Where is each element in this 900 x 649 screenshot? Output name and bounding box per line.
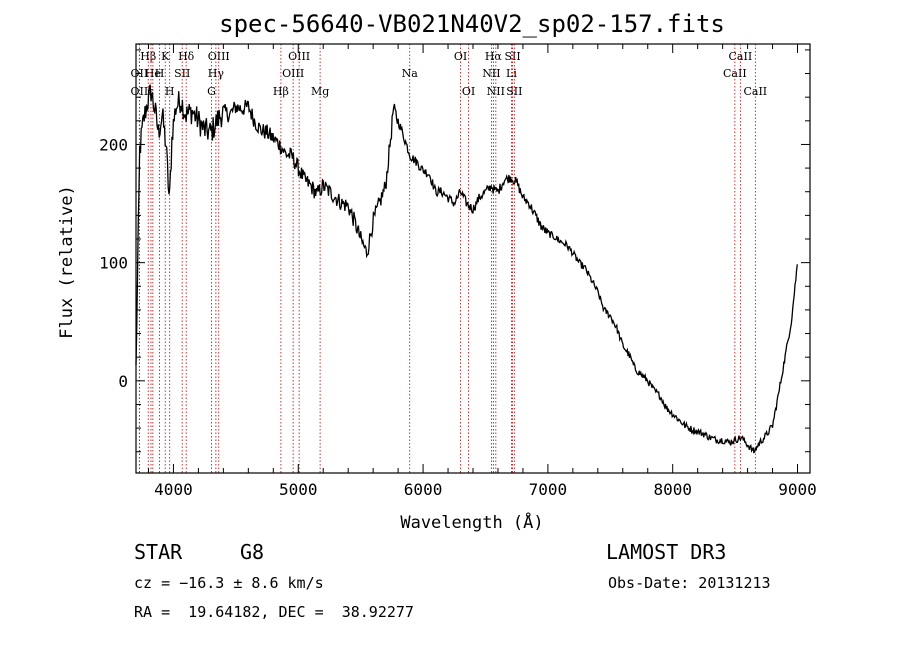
emission-line-label: Li (506, 67, 517, 80)
x-tick-label: 5000 (279, 480, 318, 499)
y-axis-label: Flux (relative) (57, 185, 77, 339)
emission-line-label: Hβ (140, 50, 156, 63)
coordinates-text: RA = 19.64182, DEC = 38.92277 (134, 603, 414, 621)
x-tick-label: 8000 (653, 480, 692, 499)
emission-line-label: OIII (208, 50, 230, 63)
survey-name: LAMOST DR3 (606, 540, 727, 564)
object-subclass: G8 (240, 540, 265, 564)
emission-line-label: CaII (729, 50, 753, 63)
emission-line-label: NII (482, 67, 500, 80)
emission-line-label: Hδ (178, 50, 195, 63)
emission-line-label: OII (131, 85, 149, 98)
emission-line-label: CaII (723, 67, 747, 80)
emission-line-label: OI (454, 50, 467, 63)
spectrum-series-line (135, 84, 798, 454)
redshift-text: cz = −16.3 ± 8.6 km/s (134, 574, 324, 592)
object-class: STAR (134, 540, 183, 564)
axis-ticks: 4000 5000 6000 7000 8000 9000 0 100 200 (99, 44, 817, 499)
y-tick-label: 100 (99, 254, 128, 273)
x-tick-label: 9000 (778, 480, 817, 499)
emission-line-label: OIII (282, 67, 304, 80)
emission-line-label: Hβ (273, 85, 289, 98)
emission-line-label: Mg (311, 85, 329, 98)
emission-line-label: OIII (288, 50, 310, 63)
y-tick-label: 0 (118, 372, 128, 391)
x-tick-label: 7000 (529, 480, 568, 499)
emission-line-label: SII (506, 85, 522, 98)
emission-line-label: H (155, 67, 165, 80)
x-tick-label: 4000 (154, 480, 193, 499)
emission-line-label: Hα (485, 50, 503, 63)
emission-line-label: H (165, 85, 175, 98)
emission-line-label: OI (462, 85, 475, 98)
y-tick-label: 200 (99, 135, 128, 154)
emission-line-label: SII (504, 50, 520, 63)
emission-line-label: G (207, 85, 216, 98)
emission-line-label: NII (487, 85, 505, 98)
emission-line-label: Hγ (208, 67, 225, 80)
emission-line-label: SII (174, 67, 190, 80)
emission-line-label: Na (402, 67, 419, 80)
x-tick-label: 6000 (404, 480, 443, 499)
chart-title: spec-56640-VB021N40V2_sp02-157.fits (219, 10, 725, 38)
emission-line-label: CaII (743, 85, 767, 98)
x-axis-label: Wavelength (Å) (400, 511, 543, 533)
emission-line-label: K (161, 50, 170, 63)
emission-line-label: He (145, 67, 161, 80)
obs-date-text: Obs-Date: 20131213 (608, 574, 771, 592)
spectrum-chart: spec-56640-VB021N40V2_sp02-157.fits Hβ K H… (57, 10, 817, 533)
